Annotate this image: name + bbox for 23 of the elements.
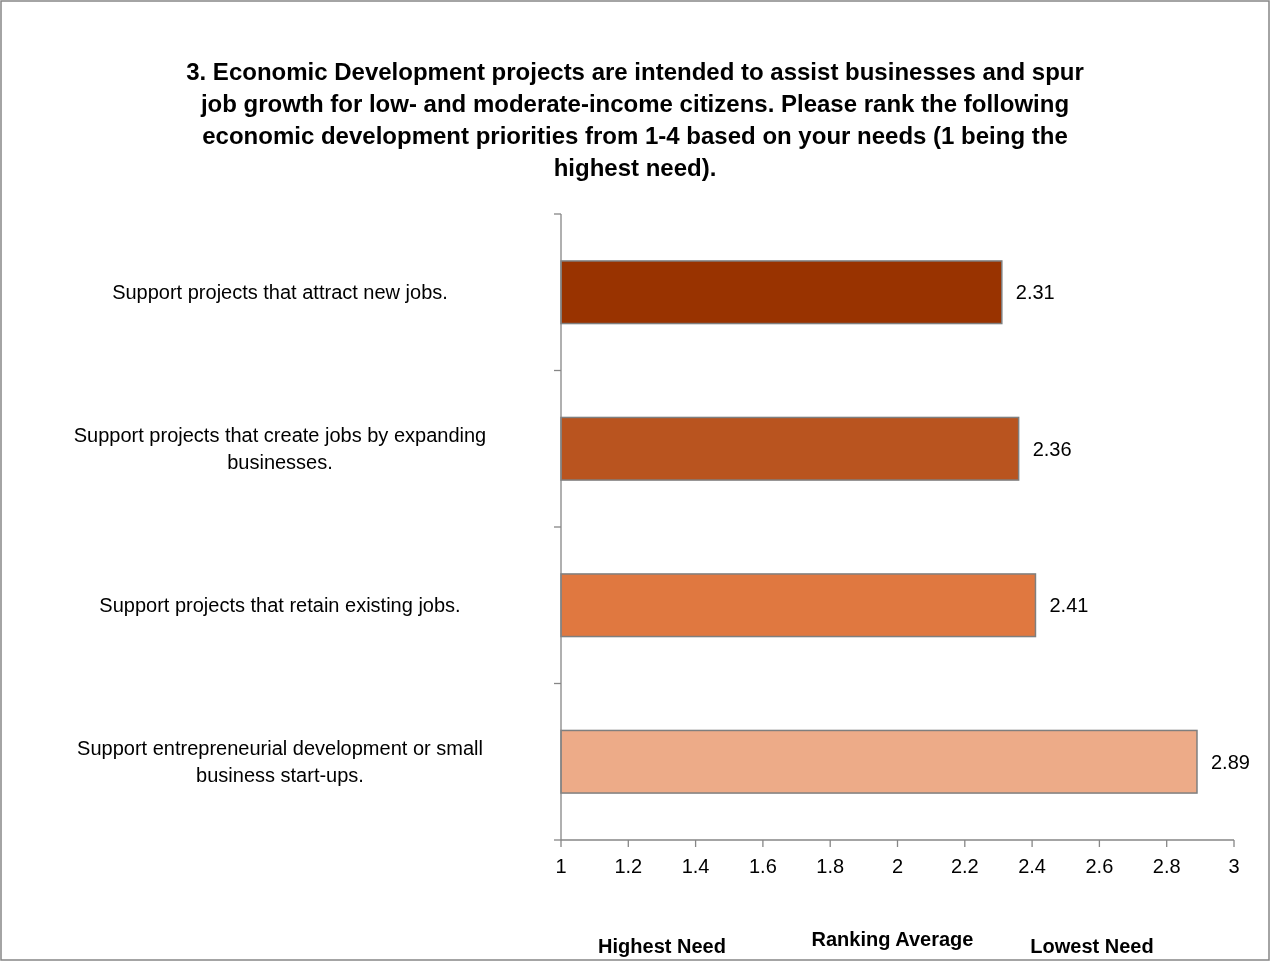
text: Highest Need [598, 935, 726, 957]
text: Lowest Need [1030, 935, 1154, 957]
data-label: 2.36 [1032, 437, 1072, 460]
y-tick-label: Support entrepreneurial development or small business start-ups. [77, 737, 483, 787]
x-tick-label: 2.6 [1085, 855, 1114, 877]
x-tick-label: 1.8 [816, 855, 845, 877]
x-tick-label: 1.2 [614, 855, 643, 877]
data-label: 2.89 [1210, 750, 1250, 773]
x-tick-label: 2.8 [1152, 855, 1181, 877]
data-label: 2.41 [1049, 594, 1089, 617]
x-tick-label: 3 [1228, 855, 1240, 877]
y-tick-label: Support projects that attract new jobs. [112, 281, 448, 304]
x-tick-label: 1 [555, 855, 567, 877]
chart-title: 3. Economic Development projects are intended to assist businesses and spur job growth for low- and moderate-income citizens. Please rank the following economic development priorities from 1-4 based on your needs (1 being the highest need). [186, 58, 1084, 181]
y-tick-label: Support projects that retain existing jobs. [99, 594, 461, 617]
y-tick-label: Support projects that create jobs by expanding businesses. [73, 424, 487, 474]
x-tick-label: 1.6 [748, 855, 777, 877]
x-tick-label: 2 [891, 855, 904, 877]
x-tick-label: 2.4 [1018, 855, 1047, 877]
data-label: 2.31 [1015, 281, 1055, 304]
x-tick-label: 2.2 [950, 855, 979, 877]
x-tick-label: 1.4 [681, 855, 710, 877]
x-axis-title: Ranking Average [811, 928, 974, 950]
